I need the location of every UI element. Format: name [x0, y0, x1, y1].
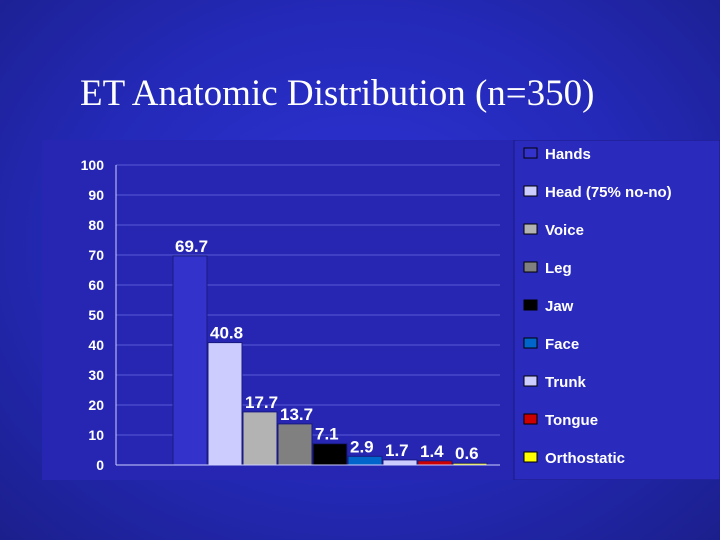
legend-swatch — [523, 223, 538, 235]
data-label: 17.7 — [245, 393, 278, 412]
data-label: 0.6 — [455, 444, 479, 463]
legend-swatch — [523, 413, 538, 425]
data-label: 40.8 — [210, 324, 243, 343]
legend-label: Head (75% no-no) — [545, 184, 672, 201]
legend-label: Hands — [545, 146, 591, 163]
legend-swatch — [523, 299, 538, 311]
y-tick-label: 40 — [88, 337, 104, 353]
y-tick-label: 20 — [88, 397, 104, 413]
bar — [277, 423, 313, 466]
legend: Hands Head (75% no-no) Voice Leg Jaw Face Trun… — [513, 140, 720, 480]
data-label: 2.9 — [350, 437, 374, 456]
bar — [172, 255, 208, 466]
legend-swatch — [523, 337, 538, 349]
legend-label: Orthostatic — [545, 450, 625, 467]
y-tick-label: 70 — [88, 247, 104, 263]
plot-area: 0 10 20 30 40 50 60 70 80 90 100 69.7 40.8 17.713.77.… — [81, 157, 500, 473]
legend-swatch — [523, 451, 538, 463]
legend-box — [513, 140, 720, 480]
bar — [417, 460, 453, 466]
legend-label: Face — [545, 336, 579, 353]
bar — [382, 459, 418, 466]
legend-label: Tongue — [545, 412, 598, 429]
data-label: 7.1 — [315, 425, 339, 444]
legend-swatch — [523, 147, 538, 159]
legend-swatch — [523, 185, 538, 197]
bar — [207, 342, 243, 466]
y-tick-label: 60 — [88, 277, 104, 293]
legend-swatch — [523, 261, 538, 273]
data-label: 1.7 — [385, 441, 409, 460]
y-tick-label: 0 — [96, 457, 104, 473]
bar-chart: 0 10 20 30 40 50 60 70 80 90 100 69.7 40.8 17.713.77.… — [81, 140, 720, 480]
y-tick-label: 10 — [88, 427, 104, 443]
y-tick-label: 30 — [88, 367, 104, 383]
y-tick-label: 90 — [88, 187, 104, 203]
data-label: 13.7 — [280, 405, 313, 424]
legend-label: Leg — [545, 260, 572, 277]
legend-label: Voice — [545, 222, 584, 239]
slide-title: ET Anatomic Distribution (n=350) — [80, 73, 595, 114]
y-tick-label: 50 — [88, 307, 104, 323]
data-label: 69.7 — [175, 237, 208, 256]
bar — [347, 455, 383, 466]
y-tick-label: 80 — [88, 217, 104, 233]
legend-swatch — [523, 375, 538, 387]
chart-panel: 0 10 20 30 40 50 60 70 80 90 100 69.7 40.8 17.7 13.7 7.… — [42, 140, 720, 480]
data-label: 1.4 — [420, 442, 444, 461]
legend-label: Jaw — [545, 298, 574, 315]
legend-label: Trunk — [545, 374, 586, 391]
bar — [242, 411, 278, 466]
y-tick-label: 100 — [81, 157, 105, 173]
bar — [312, 443, 348, 466]
